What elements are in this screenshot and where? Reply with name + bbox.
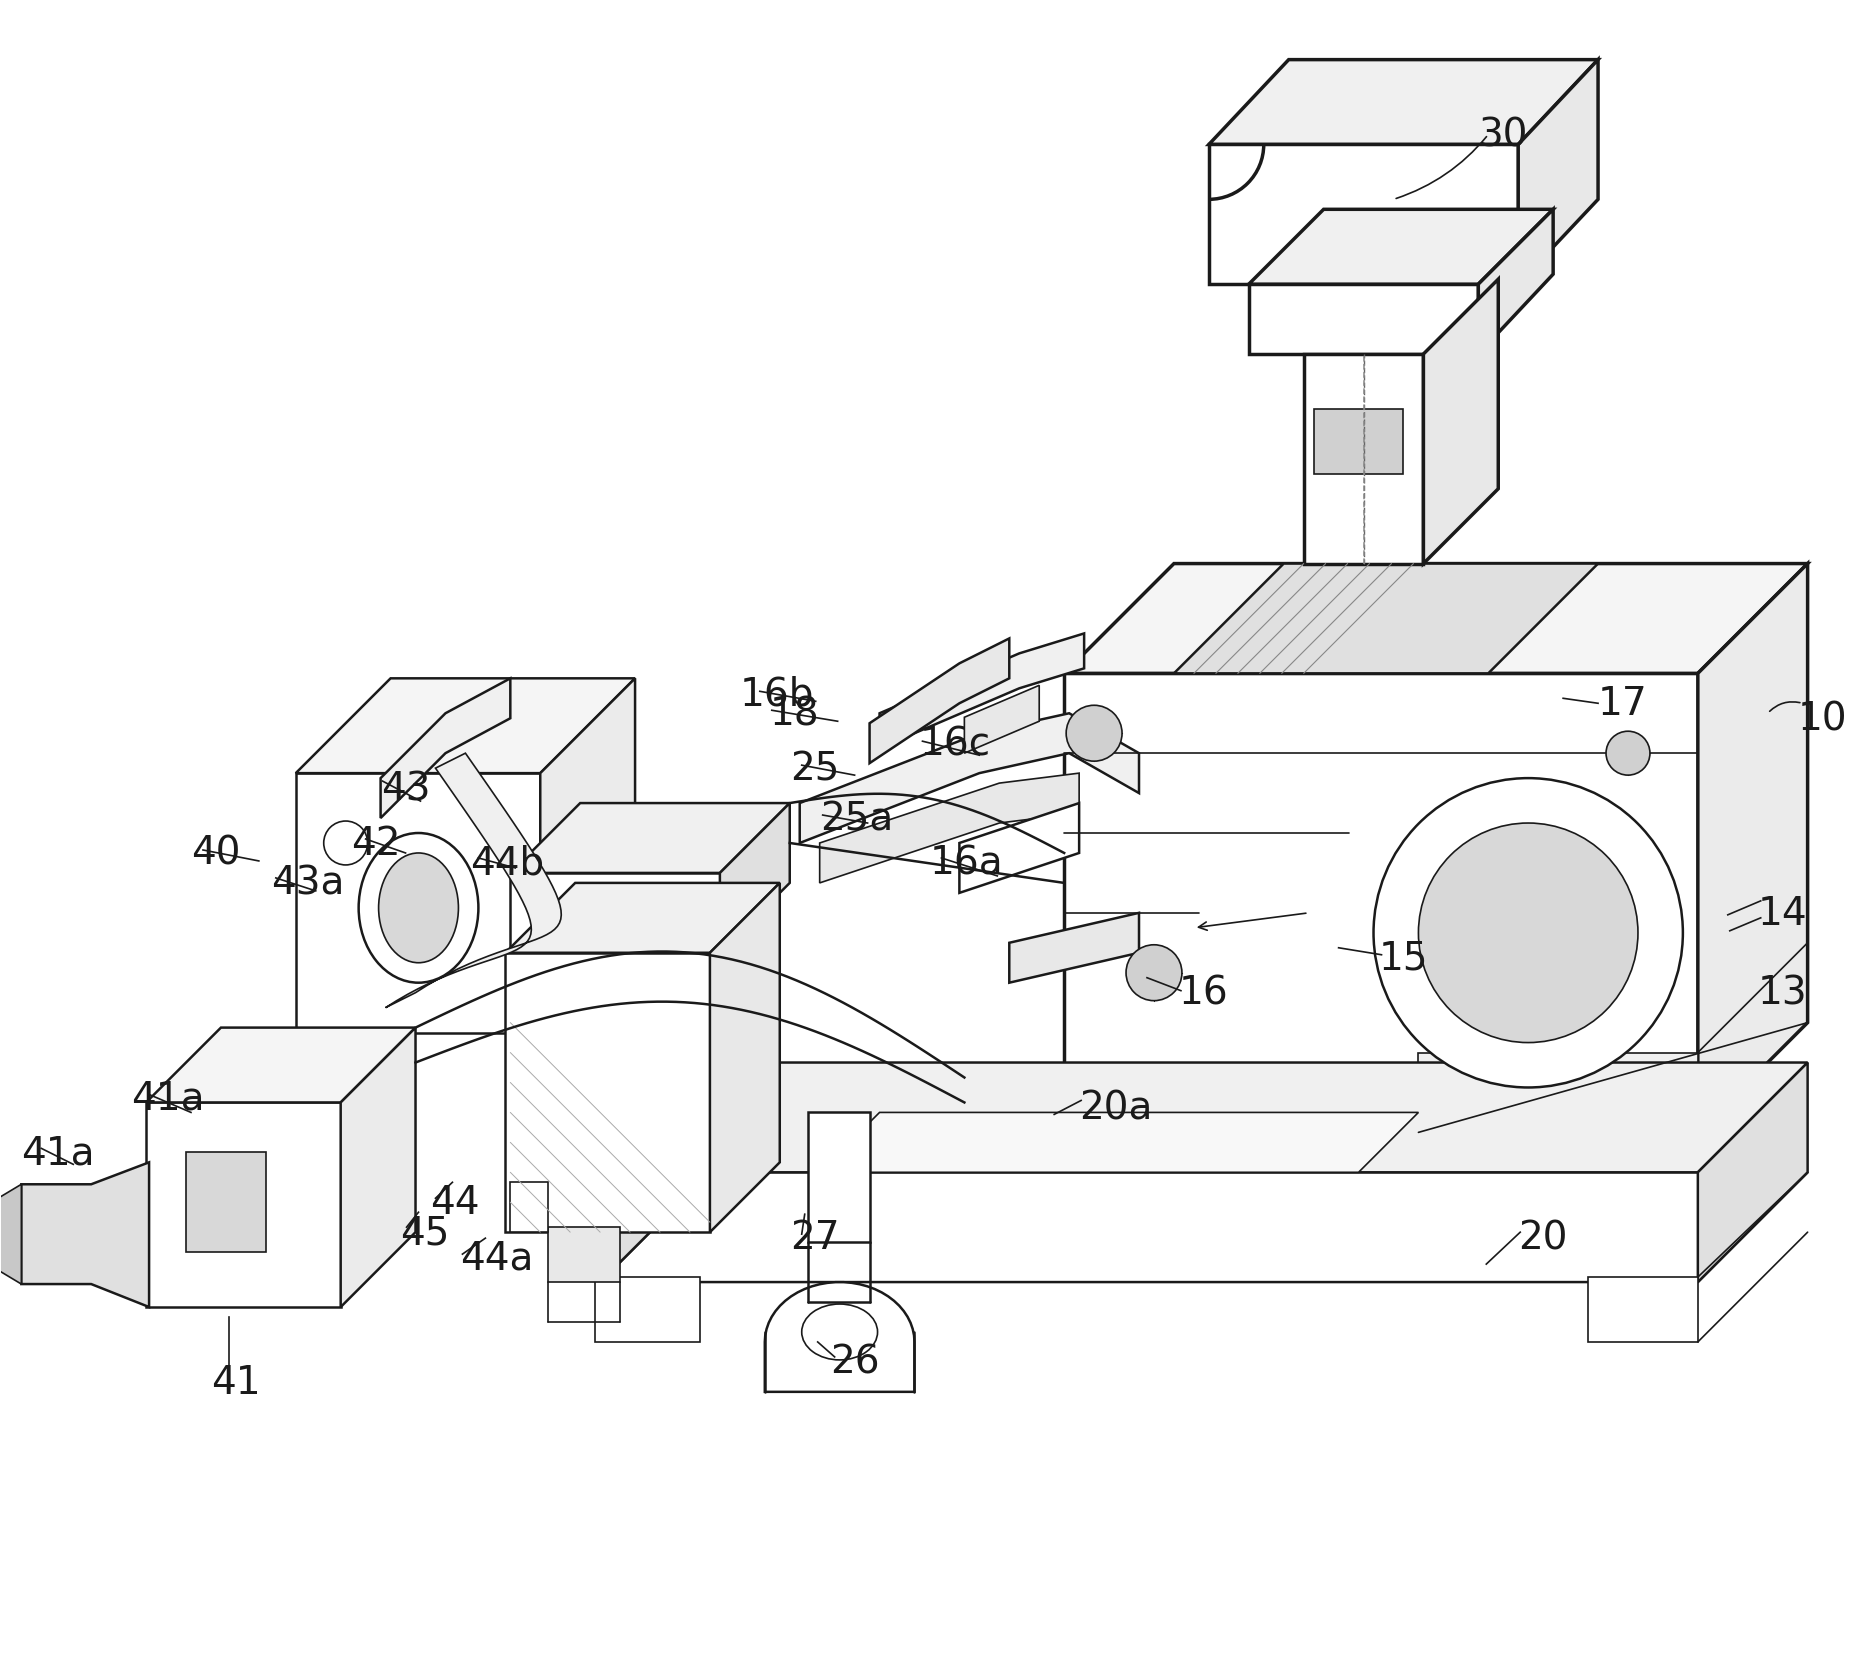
Text: 16a: 16a (930, 845, 1003, 882)
Polygon shape (1697, 1062, 1807, 1282)
Polygon shape (511, 803, 789, 873)
Ellipse shape (1374, 778, 1682, 1087)
Polygon shape (381, 679, 511, 818)
Ellipse shape (802, 1305, 878, 1360)
Polygon shape (0, 1184, 20, 1285)
Polygon shape (709, 883, 780, 1233)
Polygon shape (186, 1153, 266, 1253)
Polygon shape (1064, 674, 1697, 1133)
Polygon shape (1209, 146, 1519, 284)
Text: 40: 40 (191, 835, 241, 872)
Polygon shape (765, 1283, 914, 1392)
Polygon shape (964, 686, 1040, 755)
Text: 20: 20 (1519, 1218, 1567, 1256)
Polygon shape (1174, 564, 1599, 674)
Polygon shape (540, 679, 635, 1032)
Text: 42: 42 (351, 825, 399, 863)
Polygon shape (1209, 60, 1599, 146)
Polygon shape (147, 1027, 416, 1103)
Polygon shape (548, 1228, 620, 1282)
Ellipse shape (1419, 823, 1638, 1042)
Polygon shape (1304, 355, 1424, 564)
Text: 41a: 41a (20, 1134, 95, 1171)
Polygon shape (600, 1173, 1807, 1282)
Polygon shape (819, 1113, 1419, 1173)
Polygon shape (1248, 284, 1478, 355)
Ellipse shape (1606, 731, 1651, 776)
Ellipse shape (323, 821, 368, 865)
Polygon shape (20, 1163, 149, 1307)
Polygon shape (1478, 211, 1552, 355)
Text: 25: 25 (789, 750, 839, 788)
Text: 13: 13 (1759, 974, 1807, 1012)
Polygon shape (808, 1113, 869, 1243)
Polygon shape (1313, 410, 1404, 475)
Text: 26: 26 (830, 1343, 878, 1382)
Polygon shape (869, 639, 1010, 763)
Polygon shape (880, 634, 1084, 750)
Polygon shape (960, 803, 1079, 893)
Polygon shape (1697, 564, 1807, 1133)
Text: 45: 45 (401, 1213, 449, 1251)
Text: 20a: 20a (1079, 1089, 1153, 1126)
Polygon shape (147, 1103, 340, 1307)
Text: 15: 15 (1378, 939, 1428, 977)
Text: 16b: 16b (739, 674, 813, 713)
Polygon shape (1419, 1052, 1697, 1133)
Polygon shape (1519, 60, 1599, 284)
Ellipse shape (379, 853, 459, 964)
Text: 14: 14 (1759, 895, 1807, 932)
Text: 41: 41 (212, 1363, 260, 1400)
Polygon shape (295, 773, 540, 1032)
Polygon shape (1424, 279, 1499, 564)
Polygon shape (1248, 211, 1552, 284)
Polygon shape (505, 954, 709, 1233)
Polygon shape (295, 679, 635, 773)
Text: 43: 43 (381, 770, 431, 808)
Text: 44a: 44a (461, 1238, 533, 1276)
Text: 16: 16 (1179, 974, 1229, 1012)
Text: 25a: 25a (819, 800, 893, 838)
Polygon shape (386, 755, 561, 1009)
Text: 30: 30 (1478, 117, 1528, 154)
Text: 16c: 16c (919, 724, 990, 763)
Ellipse shape (1066, 706, 1122, 761)
Polygon shape (1588, 1276, 1697, 1342)
Ellipse shape (1125, 945, 1181, 1000)
Polygon shape (505, 883, 780, 954)
Polygon shape (594, 1276, 700, 1342)
Text: 17: 17 (1599, 684, 1647, 723)
Polygon shape (800, 714, 1138, 843)
Polygon shape (721, 803, 789, 954)
Polygon shape (600, 1062, 709, 1282)
Polygon shape (1064, 564, 1807, 674)
Text: 18: 18 (771, 694, 819, 733)
Text: 44b: 44b (470, 845, 544, 882)
Text: 10: 10 (1798, 699, 1848, 738)
Text: 41a: 41a (132, 1079, 204, 1118)
Text: 44: 44 (431, 1183, 479, 1221)
Polygon shape (1010, 913, 1138, 984)
Text: 43a: 43a (271, 865, 344, 902)
Text: 27: 27 (789, 1218, 839, 1256)
Polygon shape (511, 1183, 548, 1233)
Polygon shape (819, 773, 1079, 883)
Polygon shape (511, 873, 721, 954)
Polygon shape (600, 1062, 1807, 1173)
Polygon shape (340, 1027, 416, 1307)
Ellipse shape (358, 833, 479, 984)
